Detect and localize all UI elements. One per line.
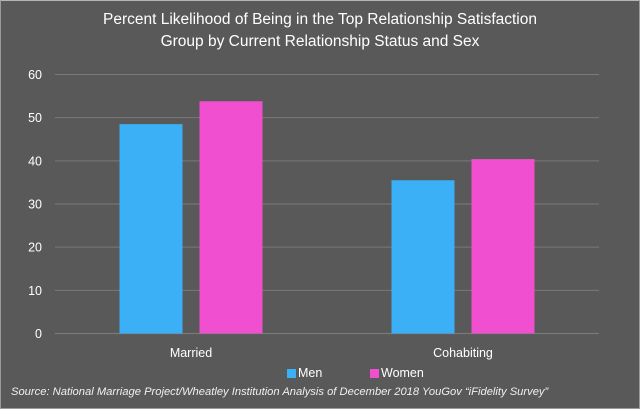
legend: Men Women bbox=[0, 366, 640, 382]
chart-title-line-1: Percent Likelihood of Being in the Top R… bbox=[103, 11, 537, 28]
legend-swatch-women bbox=[370, 368, 379, 378]
source-note: Source: National Marriage Project/Wheatl… bbox=[11, 386, 549, 398]
y-tick-label: 50 bbox=[28, 111, 42, 125]
chart-title: Percent Likelihood of Being in the Top R… bbox=[0, 9, 640, 53]
bar-men-cohabiting bbox=[391, 180, 455, 334]
legend-item-men: Men bbox=[287, 366, 322, 380]
bar-women-married bbox=[199, 101, 263, 334]
legend-swatch-men bbox=[287, 368, 296, 378]
legend-label-women: Women bbox=[381, 366, 424, 380]
y-tick-label: 40 bbox=[28, 154, 42, 168]
chart-title-line-2: Group by Current Relationship Status and… bbox=[160, 33, 480, 50]
legend-item-women: Women bbox=[370, 366, 424, 380]
x-tick-label: Cohabiting bbox=[433, 346, 493, 360]
y-tick-label: 30 bbox=[28, 198, 42, 212]
bar-women-cohabiting bbox=[471, 159, 535, 334]
legend-label-men: Men bbox=[298, 366, 323, 380]
y-tick-label: 10 bbox=[28, 284, 42, 298]
y-tick-label: 60 bbox=[28, 68, 42, 82]
y-tick-label: 0 bbox=[35, 327, 42, 341]
y-tick-label: 20 bbox=[28, 241, 42, 255]
bar-men-married bbox=[119, 124, 183, 334]
x-tick-label: Married bbox=[170, 346, 212, 360]
